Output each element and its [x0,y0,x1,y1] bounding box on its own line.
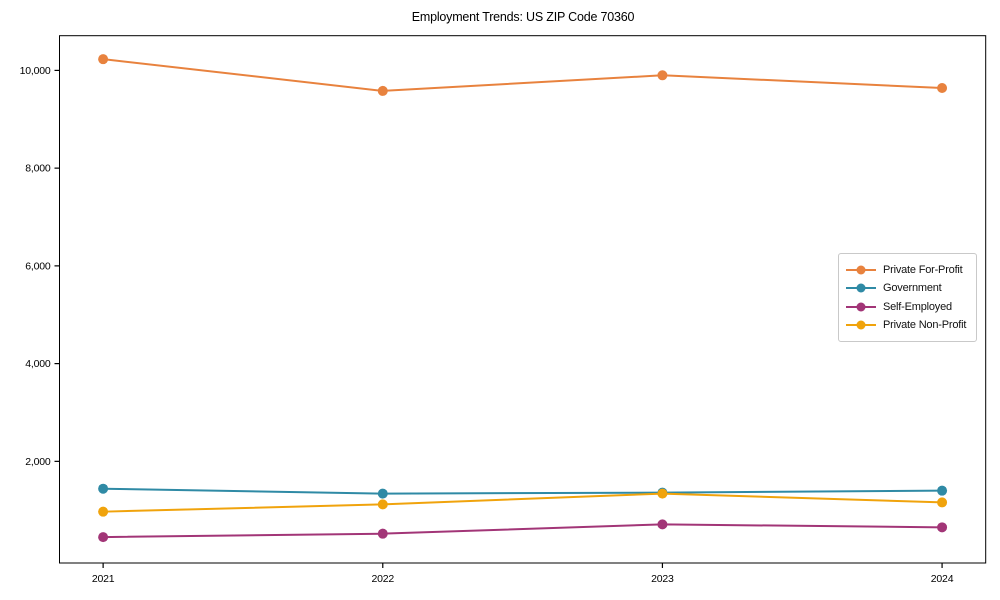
legend-item-label: Government [883,282,942,295]
legend: Private For-Profit Government Self-Employe… [838,253,977,342]
legend-line-marker-icon [846,302,876,312]
y-axis-tick-label: 2,000 [25,456,51,468]
legend-item-label: Private Non-Profit [883,319,967,332]
legend-line-marker-icon [846,320,876,330]
legend-item-label: Private For-Profit [883,263,963,276]
legend-item: Private For-Profit [846,264,969,276]
data-point-marker [377,85,388,96]
legend-item: Self-Employed [846,301,969,313]
series-line-private-for-profit [103,58,943,92]
x-axis-tick-label: 2022 [371,573,394,585]
data-point-marker [937,82,948,93]
data-point-marker [377,488,388,499]
x-axis-tick-label: 2023 [651,573,674,585]
series-line-government [103,487,943,495]
data-point-marker [98,483,109,494]
legend-line-marker-icon [846,283,876,293]
data-point-marker [98,532,109,543]
data-point-marker [937,497,948,508]
data-point-marker [377,499,388,510]
chart-title: Employment Trends: US ZIP Code 70360 [411,10,635,24]
x-axis-tick-label: 2021 [92,573,115,585]
legend-dot-icon [856,283,866,293]
legend-line-marker-icon [846,265,876,275]
data-point-marker [937,522,948,533]
data-point-marker [98,506,109,517]
data-point-marker [657,70,668,81]
series-line-self-employed [103,523,943,539]
series-line-private-non-profit [103,492,943,513]
data-point-marker [657,519,668,530]
y-axis-tick-label: 10,000 [20,65,51,77]
legend-dot-icon [856,265,866,275]
legend-item-label: Self-Employed [883,300,952,313]
legend-item: Government [846,282,969,294]
legend-dot-icon [856,302,866,312]
y-axis-tick-label: 8,000 [25,163,51,175]
y-axis-tick-label: 4,000 [25,358,51,370]
x-axis-tick-label: 2024 [931,573,954,585]
legend-item: Private Non-Profit [846,319,969,331]
data-point-marker [98,54,109,65]
axes-frame [59,35,987,564]
data-point-marker [937,485,948,496]
data-point-marker [657,488,668,499]
y-axis-tick-label: 6,000 [25,260,51,272]
data-point-marker [377,528,388,539]
legend-dot-icon [856,320,866,330]
